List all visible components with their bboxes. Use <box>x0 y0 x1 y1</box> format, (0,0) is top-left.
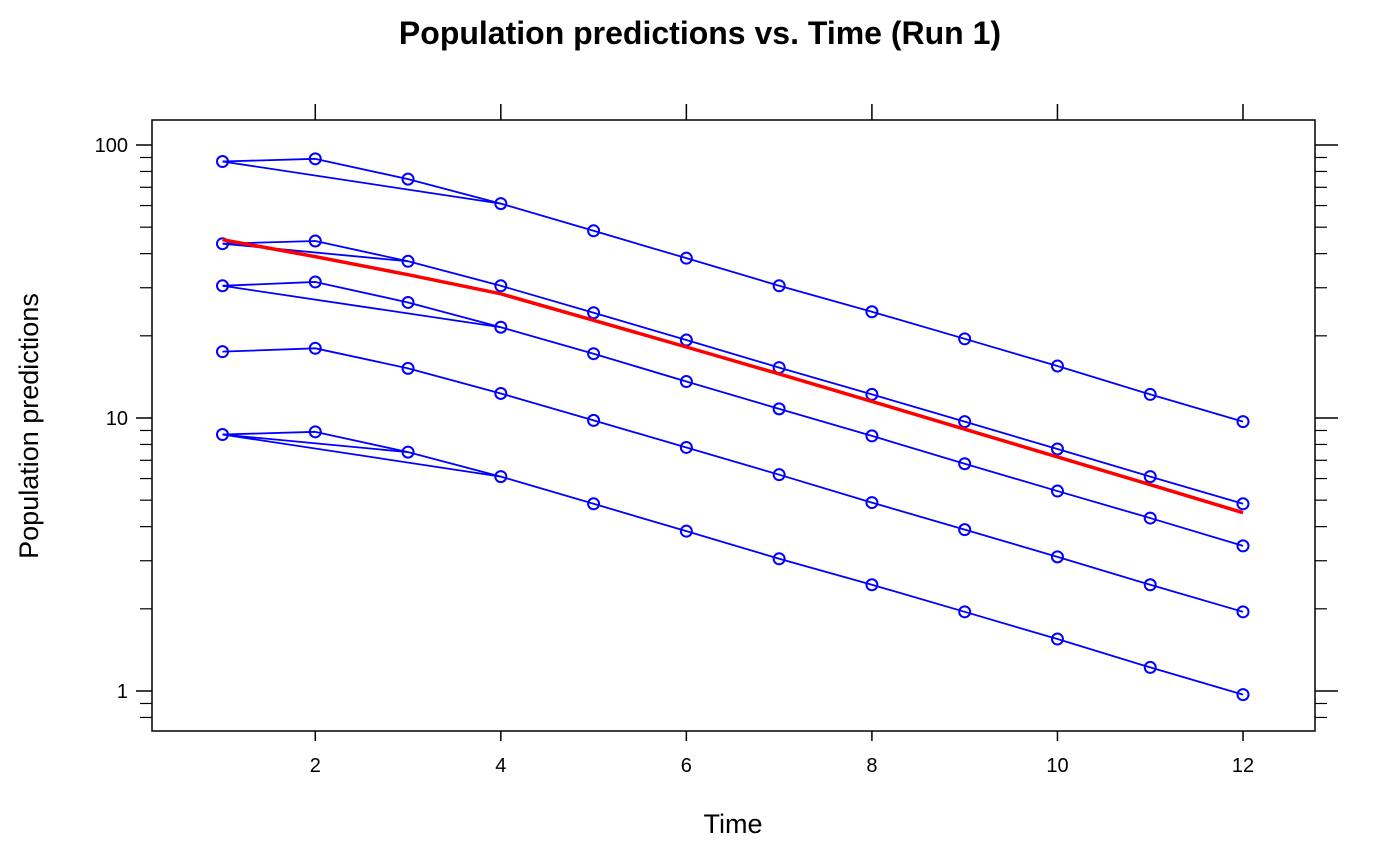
data-point <box>308 275 322 289</box>
y-axis-label: Population predictions <box>14 293 44 559</box>
y-tick-label: 100 <box>95 135 128 157</box>
data-point <box>1143 660 1157 674</box>
data-point <box>587 306 601 320</box>
data-point <box>308 234 322 248</box>
individual-prediction-line <box>222 433 409 454</box>
x-axis-label: Time <box>704 809 763 839</box>
x-axis: 2 4 6 8 10 12 <box>310 104 1254 777</box>
data-point <box>1143 511 1157 525</box>
data-point <box>587 347 601 361</box>
data-point <box>1236 415 1250 429</box>
data-point <box>772 468 786 482</box>
data-point <box>1050 632 1064 646</box>
data-point <box>679 440 693 454</box>
data-point <box>587 224 601 238</box>
chart-title: Population predictions vs. Time (Run 1) <box>399 15 1001 51</box>
x-tick-label: 10 <box>1046 755 1068 777</box>
data-point <box>772 552 786 566</box>
data-point <box>308 341 322 355</box>
data-point <box>1143 578 1157 592</box>
data-point <box>216 345 229 359</box>
data-point <box>958 605 972 619</box>
data-point <box>772 402 786 416</box>
data-point <box>958 457 972 471</box>
data-point <box>772 279 786 293</box>
y-tick-label: 10 <box>106 408 128 430</box>
data-point <box>865 496 879 510</box>
data-point <box>494 386 508 400</box>
individual-prediction-line <box>222 160 501 205</box>
individual-prediction-line <box>222 281 1244 547</box>
data-point <box>679 375 693 389</box>
data-point <box>958 523 972 537</box>
series-layer <box>216 152 1250 702</box>
y-tick-label: 1 <box>117 681 128 703</box>
plot-area <box>151 119 1316 732</box>
individual-prediction-line <box>222 347 1244 613</box>
data-point <box>865 578 879 592</box>
data-point <box>1236 688 1250 702</box>
x-tick-label: 6 <box>681 755 692 777</box>
data-point <box>494 279 508 293</box>
x-tick-label: 12 <box>1232 755 1254 777</box>
data-point <box>1143 387 1157 401</box>
data-point <box>679 251 693 265</box>
data-point <box>1050 550 1064 564</box>
data-point <box>1050 359 1064 373</box>
individual-prediction-line <box>222 284 501 329</box>
data-point <box>1050 442 1064 456</box>
mean-prediction-line <box>222 237 1244 515</box>
individual-prediction-line <box>222 240 1244 505</box>
individual-prediction-line <box>222 157 1244 423</box>
data-point <box>308 152 322 166</box>
individual-prediction-line <box>222 430 1244 696</box>
y-axis: 1 10 100 <box>95 135 1338 719</box>
data-point <box>587 497 601 511</box>
x-tick-label: 4 <box>495 755 506 777</box>
data-point <box>587 413 601 427</box>
data-point <box>401 295 415 309</box>
data-point <box>958 332 972 346</box>
data-point <box>865 305 879 319</box>
data-point <box>1236 497 1250 511</box>
data-point <box>679 524 693 538</box>
data-point <box>401 172 415 186</box>
data-point <box>1236 605 1250 619</box>
data-point <box>1143 470 1157 484</box>
individual-prediction-line <box>222 433 501 478</box>
x-tick-label: 2 <box>310 755 321 777</box>
data-point <box>865 429 879 443</box>
data-point <box>1050 484 1064 498</box>
data-point <box>1236 539 1250 553</box>
data-point <box>401 361 415 375</box>
data-point <box>958 415 972 429</box>
x-tick-label: 8 <box>866 755 877 777</box>
data-point <box>308 425 322 439</box>
